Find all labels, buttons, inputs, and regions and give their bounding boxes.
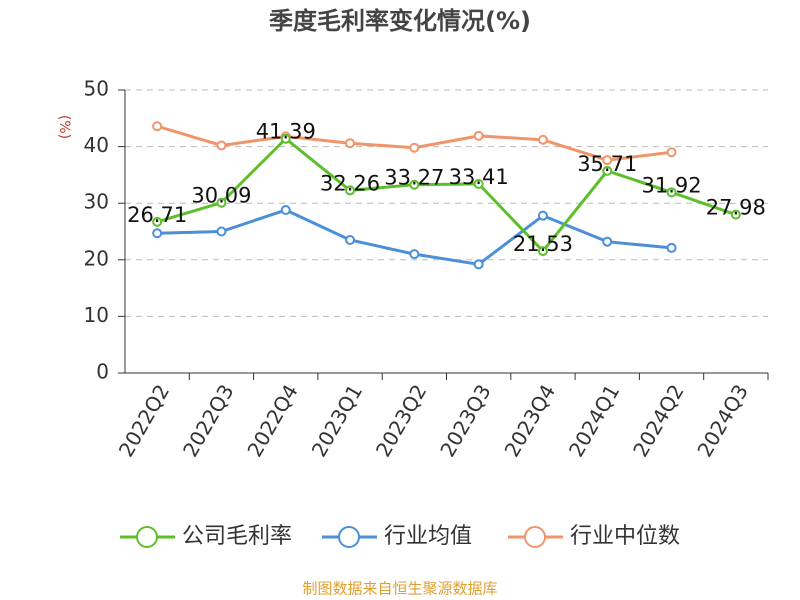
x-tick-label: 2022Q2: [114, 380, 174, 461]
legend-label: 行业均值: [384, 524, 472, 549]
data-point: [473, 259, 484, 270]
data-label: 35.71: [577, 152, 637, 176]
series-line: [156, 136, 737, 254]
source-note: 制图数据来自恒生聚源数据库: [302, 580, 497, 598]
data-label: 33.41: [449, 165, 509, 189]
data-label: 30.09: [191, 184, 251, 208]
data-point: [730, 209, 741, 220]
data-point: [216, 197, 227, 208]
data-point: [152, 216, 163, 227]
legend-marker: [338, 526, 360, 548]
x-tick-label: 2024Q3: [692, 380, 752, 461]
chart-title: 季度毛利率变化情况(%): [269, 7, 531, 35]
x-tick-label: 2023Q4: [500, 380, 560, 461]
data-point: [666, 187, 677, 198]
data-point: [409, 249, 420, 260]
data-point: [537, 134, 548, 145]
data-point: [216, 140, 227, 151]
x-tick-label: 2024Q1: [564, 380, 624, 461]
data-point: [152, 121, 163, 132]
data-point: [280, 204, 291, 215]
data-point: [602, 236, 613, 247]
data-point: [666, 147, 677, 158]
data-point: [345, 185, 356, 196]
data-label: 27.98: [706, 196, 766, 220]
y-tick-label: 20: [84, 246, 109, 270]
data-point: [473, 130, 484, 141]
x-tick-label: 2023Q3: [435, 380, 495, 461]
data-point: [345, 138, 356, 149]
data-point: [216, 226, 227, 237]
data-point: [345, 234, 356, 245]
legend-marker: [136, 526, 158, 548]
data-point: [666, 242, 677, 253]
legend-label: 公司毛利率: [182, 524, 292, 549]
data-label: 33.27: [384, 166, 444, 190]
legend-label: 行业中位数: [570, 524, 680, 549]
x-tick-label: 2023Q2: [371, 380, 431, 461]
data-label: 31.92: [641, 173, 701, 197]
data-point: [152, 228, 163, 239]
y-tick-label: 10: [84, 303, 109, 327]
data-label: 41.39: [256, 120, 316, 144]
x-tick-label: 2024Q2: [628, 380, 688, 461]
data-label: 21.53: [513, 232, 573, 256]
data-point: [409, 179, 420, 190]
data-point: [602, 165, 613, 176]
y-tick-label: 50: [84, 77, 109, 101]
data-point: [537, 210, 548, 221]
x-tick-label: 2022Q3: [178, 380, 238, 461]
x-tick-label: 2022Q4: [242, 380, 302, 461]
legend-marker: [524, 526, 546, 548]
y-tick-label: 40: [84, 133, 109, 157]
data-point: [537, 246, 548, 257]
data-point: [473, 178, 484, 189]
data-point: [409, 142, 420, 153]
x-tick-label: 2023Q1: [307, 380, 367, 461]
data-label: 26.71: [127, 203, 187, 227]
data-label: 32.26: [320, 171, 380, 195]
data-point: [280, 133, 291, 144]
y-tick-label: 0: [96, 360, 109, 384]
y-axis-label: (%): [56, 115, 72, 139]
y-tick-label: 30: [84, 190, 109, 214]
data-point: [602, 155, 613, 166]
